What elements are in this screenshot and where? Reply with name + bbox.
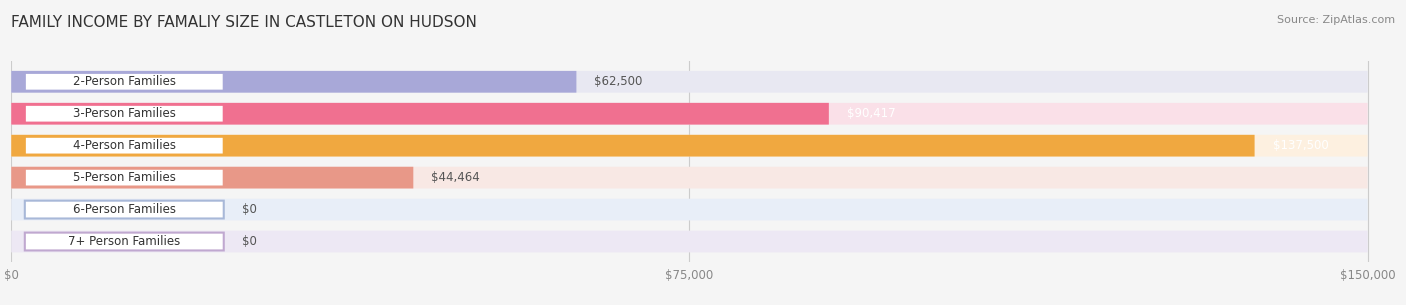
FancyBboxPatch shape [11, 135, 1368, 156]
Text: 7+ Person Families: 7+ Person Families [67, 235, 180, 248]
FancyBboxPatch shape [11, 71, 1368, 93]
FancyBboxPatch shape [25, 73, 224, 91]
Text: 3-Person Families: 3-Person Families [73, 107, 176, 120]
FancyBboxPatch shape [11, 103, 830, 124]
Text: 2-Person Families: 2-Person Families [73, 75, 176, 88]
FancyBboxPatch shape [11, 231, 1368, 253]
FancyBboxPatch shape [25, 137, 224, 155]
Text: 6-Person Families: 6-Person Families [73, 203, 176, 216]
FancyBboxPatch shape [11, 71, 576, 93]
Text: 4-Person Families: 4-Person Families [73, 139, 176, 152]
FancyBboxPatch shape [11, 167, 1368, 188]
FancyBboxPatch shape [25, 105, 224, 123]
Text: FAMILY INCOME BY FAMALIY SIZE IN CASTLETON ON HUDSON: FAMILY INCOME BY FAMALIY SIZE IN CASTLET… [11, 15, 477, 30]
Text: $90,417: $90,417 [846, 107, 896, 120]
FancyBboxPatch shape [11, 103, 1368, 124]
Text: $44,464: $44,464 [432, 171, 481, 184]
FancyBboxPatch shape [11, 135, 1254, 156]
Text: $0: $0 [242, 203, 257, 216]
FancyBboxPatch shape [25, 169, 224, 187]
Text: Source: ZipAtlas.com: Source: ZipAtlas.com [1277, 15, 1395, 25]
FancyBboxPatch shape [25, 233, 224, 250]
Text: 5-Person Families: 5-Person Families [73, 171, 176, 184]
FancyBboxPatch shape [25, 201, 224, 218]
FancyBboxPatch shape [11, 199, 1368, 221]
Text: $62,500: $62,500 [595, 75, 643, 88]
FancyBboxPatch shape [11, 167, 413, 188]
Text: $137,500: $137,500 [1272, 139, 1329, 152]
Text: $0: $0 [242, 235, 257, 248]
